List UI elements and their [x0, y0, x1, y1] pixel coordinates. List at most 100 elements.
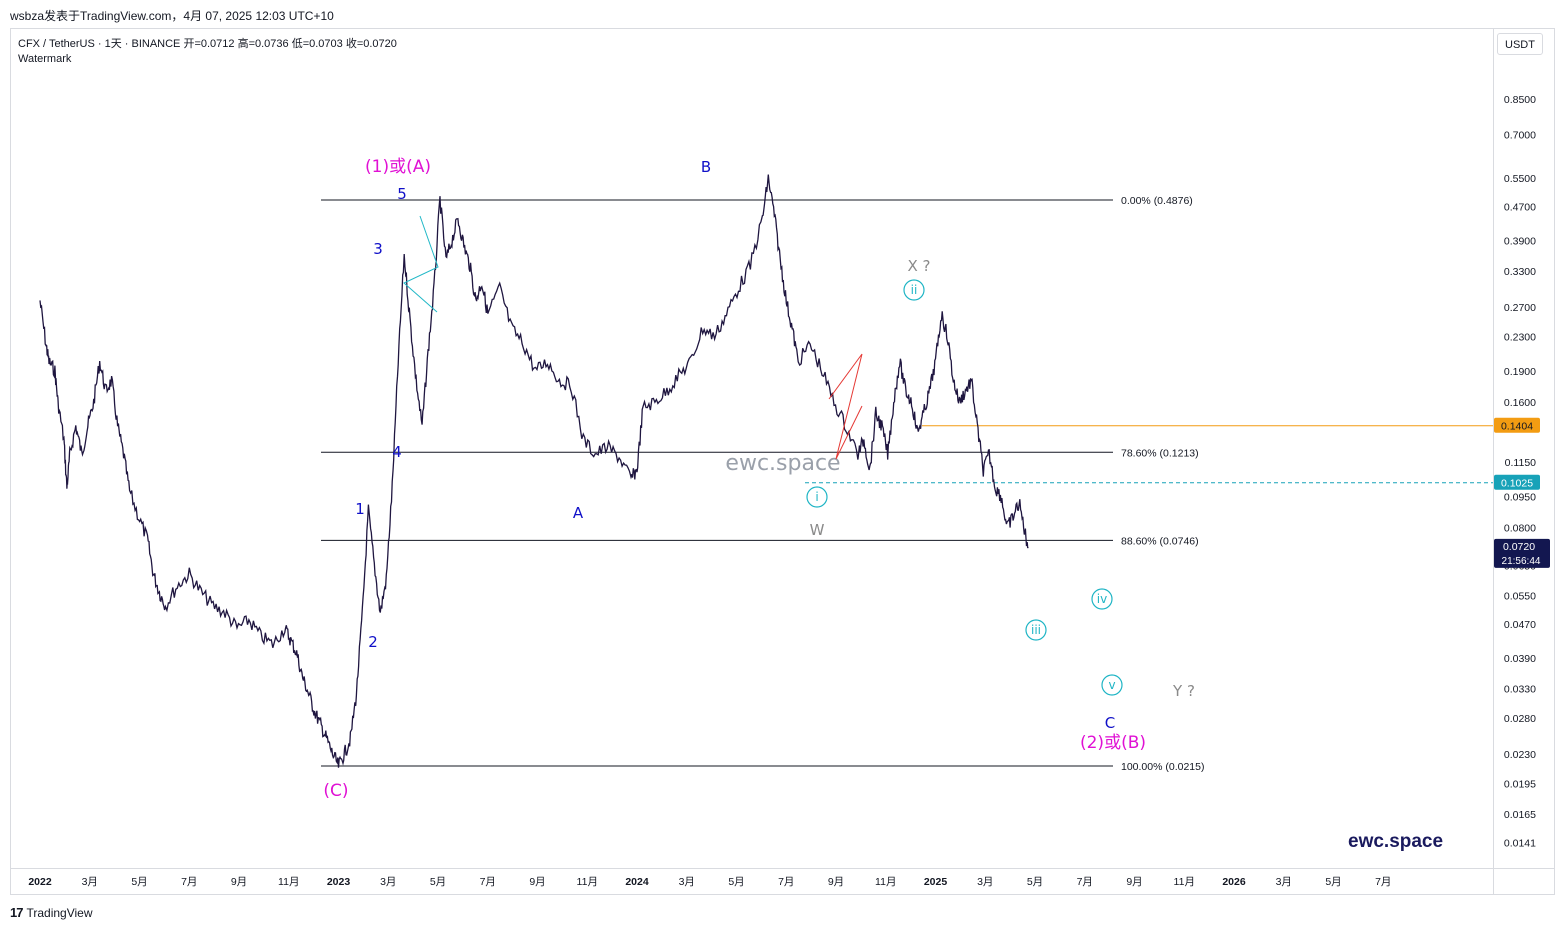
time-tick-label: 7月 — [1375, 876, 1391, 888]
time-tick-label: 7月 — [778, 876, 794, 888]
time-tick-label: 3月 — [679, 876, 695, 888]
time-tick-label: 11月 — [1174, 876, 1195, 888]
currency-selector[interactable]: USDT — [1497, 33, 1543, 55]
tradingview-logo[interactable]: 17 TradingView — [10, 905, 93, 920]
price-tick-label: 0.1900 — [1504, 366, 1536, 378]
price-tick-label: 0.0280 — [1504, 713, 1536, 725]
wave-label: 1 — [355, 500, 365, 518]
wave-label: 5 — [397, 185, 407, 203]
price-tick-label: 0.0390 — [1504, 653, 1536, 665]
bottom-watermark: ewc.space — [1348, 831, 1444, 852]
price-tick-label: 0.2700 — [1504, 302, 1536, 314]
time-tick-label: 11月 — [577, 876, 598, 888]
time-tick-label: 7月 — [480, 876, 496, 888]
price-tick-label: 0.1600 — [1504, 397, 1536, 409]
time-tick-label: 9月 — [828, 876, 844, 888]
time-tick-label: 2024 — [625, 876, 649, 888]
chart-frame — [10, 28, 1555, 895]
price-tick-label: 0.0950 — [1504, 492, 1536, 504]
wave-label: 4 — [392, 443, 402, 461]
price-tick-label: 0.3300 — [1504, 266, 1536, 278]
price-marker-label: 0.1404 — [1501, 420, 1533, 432]
time-tick-label: 5月 — [430, 876, 446, 888]
wave-label: 2 — [368, 633, 378, 651]
price-tick-label: 0.0330 — [1504, 683, 1536, 695]
time-tick-label: 9月 — [1126, 876, 1142, 888]
center-watermark: ewc.space — [725, 451, 840, 476]
wave-label: B — [701, 158, 711, 176]
wave-label: A — [573, 504, 584, 522]
symbol-legend[interactable]: CFX / TetherUS · 1天 · BINANCE 开=0.0712 高… — [18, 38, 397, 50]
time-tick-label: 2026 — [1222, 876, 1246, 888]
fib-level-label: 0.00% (0.4876) — [1121, 195, 1193, 207]
time-tick-label: 7月 — [181, 876, 197, 888]
wave-label-circle — [1025, 619, 1047, 641]
time-tick-label: 9月 — [231, 876, 247, 888]
fib-level-label: 88.60% (0.0746) — [1121, 535, 1199, 547]
price-tick-label: 0.4700 — [1504, 202, 1536, 214]
wave-label-circle — [903, 279, 925, 301]
wave-label: v — [1108, 678, 1115, 692]
price-tick-label: 0.0550 — [1504, 591, 1536, 603]
price-tick-label: 0.5500 — [1504, 173, 1536, 185]
price-tick-label: 0.0141 — [1504, 837, 1536, 849]
wave-label-circle — [1091, 588, 1113, 610]
wave-label: (1)或(A) — [365, 157, 431, 177]
time-tick-label: 2025 — [924, 876, 948, 888]
time-tick-label: 5月 — [728, 876, 744, 888]
wave-label: X ? — [907, 257, 930, 275]
time-tick-label: 3月 — [82, 876, 98, 888]
wave-label: 3 — [373, 240, 383, 258]
red-wedge-drawing[interactable] — [828, 353, 863, 460]
price-marker-label: 0.1025 — [1501, 477, 1533, 489]
time-tick-label: 9月 — [529, 876, 545, 888]
fib-level-label: 78.60% (0.1213) — [1121, 447, 1199, 459]
last-price-countdown: 21:56:44 — [1502, 556, 1541, 567]
wave-label-circle — [1101, 674, 1123, 696]
publish-info: wsbza发表于TradingView.com，4月 07, 2025 12:0… — [10, 9, 334, 23]
price-axis-divider — [1493, 28, 1494, 895]
last-price-value: 0.0720 — [1503, 541, 1535, 553]
wave-label: Y ? — [1172, 682, 1195, 700]
price-marker-badge — [1494, 417, 1540, 433]
time-axis-divider — [10, 868, 1555, 869]
price-series-line — [39, 174, 1029, 768]
tradingview-logo-icon: 17 — [10, 905, 24, 920]
time-tick-label: 3月 — [380, 876, 396, 888]
price-tick-label: 0.2300 — [1504, 331, 1536, 343]
price-tick-label: 0.0165 — [1504, 809, 1536, 821]
wave-label: W — [810, 521, 825, 539]
price-tick-label: 0.0470 — [1504, 619, 1536, 631]
price-tick-label: 0.0195 — [1504, 779, 1536, 791]
time-tick-label: 3月 — [977, 876, 993, 888]
watermark-label: Watermark — [18, 53, 72, 65]
tradingview-brand-label: TradingView — [26, 905, 93, 920]
wave-label-circle — [806, 486, 828, 508]
time-tick-label: 3月 — [1276, 876, 1292, 888]
last-price-badge — [1494, 538, 1550, 568]
wave-label: iii — [1031, 623, 1041, 637]
time-tick-label: 11月 — [278, 876, 299, 888]
wave-label: C — [1105, 714, 1115, 732]
price-tick-label: 0.1150 — [1505, 457, 1536, 469]
time-tick-label: 5月 — [1325, 876, 1341, 888]
price-tick-label: 0.0800 — [1504, 523, 1536, 535]
time-tick-label: 11月 — [875, 876, 896, 888]
price-tick-label: 0.7000 — [1504, 129, 1536, 141]
wave-label: iv — [1097, 592, 1107, 606]
time-tick-label: 7月 — [1077, 876, 1093, 888]
price-tick-label: 0.3900 — [1504, 235, 1536, 247]
price-tick-label: 0.0230 — [1504, 749, 1536, 761]
wave-label: (C) — [323, 781, 348, 801]
time-tick-label: 5月 — [131, 876, 147, 888]
cyan-wedge-drawing[interactable] — [403, 215, 439, 313]
price-tick-label: 0.8500 — [1504, 94, 1536, 106]
fib-level-label: 100.00% (0.0215) — [1121, 761, 1204, 773]
time-tick-label: 2023 — [327, 876, 351, 888]
price-marker-badge — [1494, 474, 1540, 490]
wave-label: ii — [911, 283, 918, 297]
time-tick-label: 2022 — [28, 876, 52, 888]
time-tick-label: 5月 — [1027, 876, 1043, 888]
wave-label: (2)或(B) — [1080, 733, 1146, 753]
